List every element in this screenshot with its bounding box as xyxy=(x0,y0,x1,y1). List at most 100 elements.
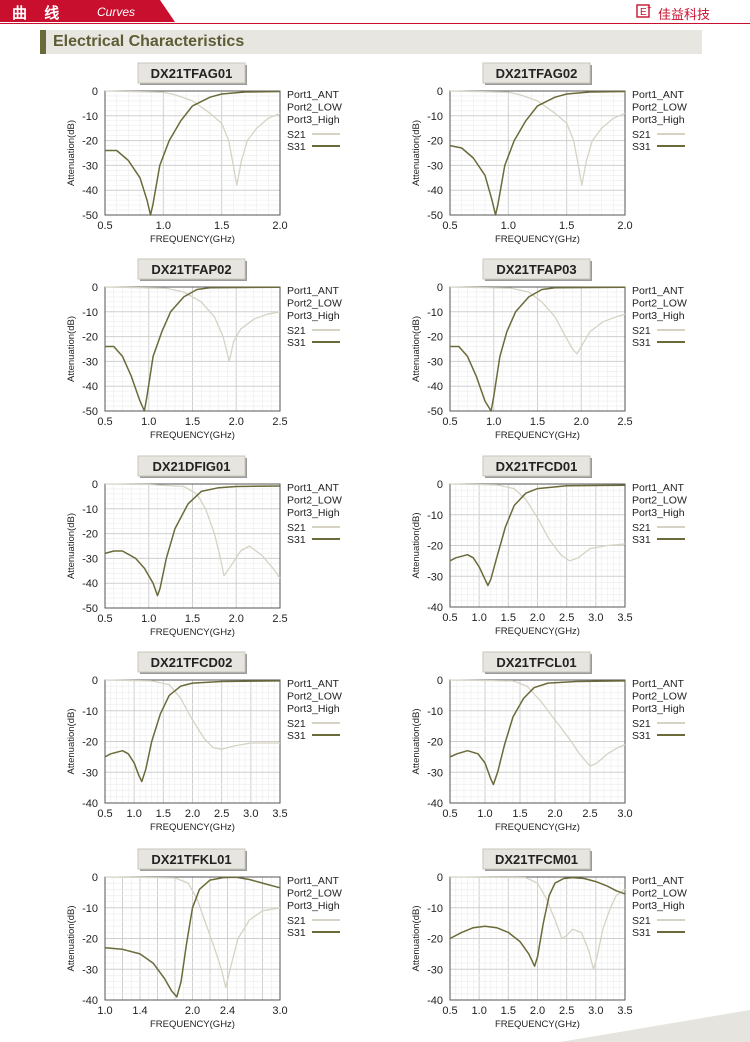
legend-port-label: Port1_ANT xyxy=(632,482,685,494)
legend-series-label: S21 xyxy=(632,718,651,730)
series-line-s21 xyxy=(449,286,626,355)
x-tick-label: 1.5 xyxy=(185,416,200,428)
x-tick-label: 2.0 xyxy=(574,416,589,428)
x-tick-label: 2.5 xyxy=(582,808,597,820)
chart-title: DX21DFIG01 xyxy=(152,459,230,474)
series-line-s21 xyxy=(104,679,280,750)
x-axis-label: FREQUENCY(GHz) xyxy=(150,822,235,833)
chart-title-box xyxy=(482,848,591,870)
series-line-s31 xyxy=(105,90,281,216)
x-tick-label: 2.0 xyxy=(185,1005,200,1017)
x-axis-label: FREQUENCY(GHz) xyxy=(495,822,580,833)
legend-port-label: Port1_ANT xyxy=(287,89,340,101)
series-line-s21 xyxy=(449,483,626,562)
y-tick-label: -20 xyxy=(427,332,443,344)
legend-port-label: Port2_LOW xyxy=(287,298,342,310)
section-accent xyxy=(40,30,46,54)
chart-title-box xyxy=(482,258,591,280)
chart-title: DX21TFCD01 xyxy=(496,459,578,474)
x-tick-label: 3.0 xyxy=(243,808,258,820)
x-tick-label: 3.5 xyxy=(617,612,632,624)
x-tick-label: 3.5 xyxy=(272,808,287,820)
series-line-s21 xyxy=(449,876,626,970)
y-tick-label: 0 xyxy=(92,86,98,98)
y-tick-label: -20 xyxy=(82,136,98,148)
y-tick-label: -20 xyxy=(427,737,443,749)
legend-series-label: S31 xyxy=(287,730,306,742)
x-tick-label: 2.0 xyxy=(272,220,287,232)
y-tick-label: -10 xyxy=(82,504,98,516)
x-tick-label: 2.5 xyxy=(272,613,287,625)
y-tick-label: -30 xyxy=(82,767,98,779)
x-tick-label: 2.0 xyxy=(185,808,200,820)
x-tick-label: 0.5 xyxy=(442,808,457,820)
y-tick-label: -50 xyxy=(82,406,98,418)
x-tick-label: 2.5 xyxy=(214,808,229,820)
y-tick-label: -30 xyxy=(427,356,443,368)
y-tick-label: -40 xyxy=(82,578,98,590)
series-line-s31 xyxy=(105,286,281,412)
series-line-s31 xyxy=(450,286,626,412)
y-tick-label: -40 xyxy=(427,381,443,393)
x-axis-label: FREQUENCY(GHz) xyxy=(150,627,235,638)
x-tick-label: 1.0 xyxy=(472,612,487,624)
plot-frame xyxy=(104,876,281,1001)
chart-title: DX21TFAP03 xyxy=(496,262,576,277)
x-tick-label: 1.5 xyxy=(559,220,574,232)
header-title-en: Curves xyxy=(97,5,136,19)
y-tick-label: -30 xyxy=(82,964,98,976)
chart-dx21dfig01: DX21DFIG01 0.5 1.0 1.5 2.0 2.5 0 -10 -20 -30 -40 -5… xyxy=(66,455,342,638)
x-axis-label: FREQUENCY(GHz) xyxy=(495,1019,580,1030)
y-tick-label: -50 xyxy=(82,210,98,222)
y-axis-label: Attenuation(dB) xyxy=(66,708,77,774)
legend-port-label: Port3_High xyxy=(632,900,685,912)
legend-port-label: Port3_High xyxy=(287,703,340,715)
x-tick-label: 1.5 xyxy=(530,416,545,428)
y-axis-label: Attenuation(dB) xyxy=(411,512,422,578)
legend-port-label: Port1_ANT xyxy=(287,875,340,887)
y-tick-label: -10 xyxy=(82,903,98,915)
legend-port-label: Port2_LOW xyxy=(632,888,687,900)
x-tick-label: 3.0 xyxy=(272,1005,287,1017)
series-line-s31 xyxy=(449,876,626,967)
x-tick-label: 1.0 xyxy=(472,1005,487,1017)
plot-frame xyxy=(104,90,281,216)
header-title-cn: 曲 线 xyxy=(12,4,66,22)
chart-title-box xyxy=(482,651,591,673)
chart-dx21tfkl01: DX21TFKL01 1.0 1.4 2.0 2.4 3.0 0 -10 -20 -30 -40 FR… xyxy=(66,848,342,1030)
legend-port-label: Port1_ANT xyxy=(287,285,340,297)
x-tick-label: 1.0 xyxy=(156,220,171,232)
legend-port-label: Port3_High xyxy=(632,114,685,126)
legend-series-label: S21 xyxy=(632,915,651,927)
y-tick-label: -10 xyxy=(427,307,443,319)
y-tick-label: -40 xyxy=(427,798,443,810)
chart-title-box xyxy=(137,258,246,280)
x-tick-label: 0.5 xyxy=(442,416,457,428)
legend-port-label: Port3_High xyxy=(632,310,685,322)
chart-title-box xyxy=(137,848,246,870)
legend-port-label: Port2_LOW xyxy=(632,691,687,703)
y-tick-label: -30 xyxy=(427,160,443,172)
x-tick-label: 2.4 xyxy=(220,1005,235,1017)
legend-series-label: S31 xyxy=(287,337,306,349)
x-tick-label: 2.0 xyxy=(229,416,244,428)
legend-series-label: S21 xyxy=(632,522,651,534)
y-tick-label: -10 xyxy=(427,706,443,718)
y-tick-label: -20 xyxy=(427,934,443,946)
chart-dx21tfcd01: DX21TFCD01 0.5 1.0 1.5 2.0 2.5 3.0 3.5 0 -10 -20 -3… xyxy=(411,455,687,637)
plot-area xyxy=(105,91,280,215)
header-tab-shape xyxy=(0,0,175,22)
y-tick-label: 0 xyxy=(437,675,443,687)
x-tick-label: 1.5 xyxy=(156,808,171,820)
series-line-s21 xyxy=(104,876,281,989)
chart-dx21tfcl01: DX21TFCL01 0.5 1.0 1.5 2.0 2.5 3.0 0 -10 -20 -30 -4… xyxy=(411,651,687,833)
x-tick-label: 1.0 xyxy=(97,1005,112,1017)
x-tick-label: 2.5 xyxy=(559,1005,574,1017)
x-axis-label: FREQUENCY(GHz) xyxy=(150,430,235,441)
y-tick-label: 0 xyxy=(92,675,98,687)
legend-port-label: Port1_ANT xyxy=(632,89,685,101)
series-line-s21 xyxy=(104,90,281,186)
legend-series-label: S21 xyxy=(632,129,651,141)
chart-title: DX21TFAP02 xyxy=(151,262,231,277)
